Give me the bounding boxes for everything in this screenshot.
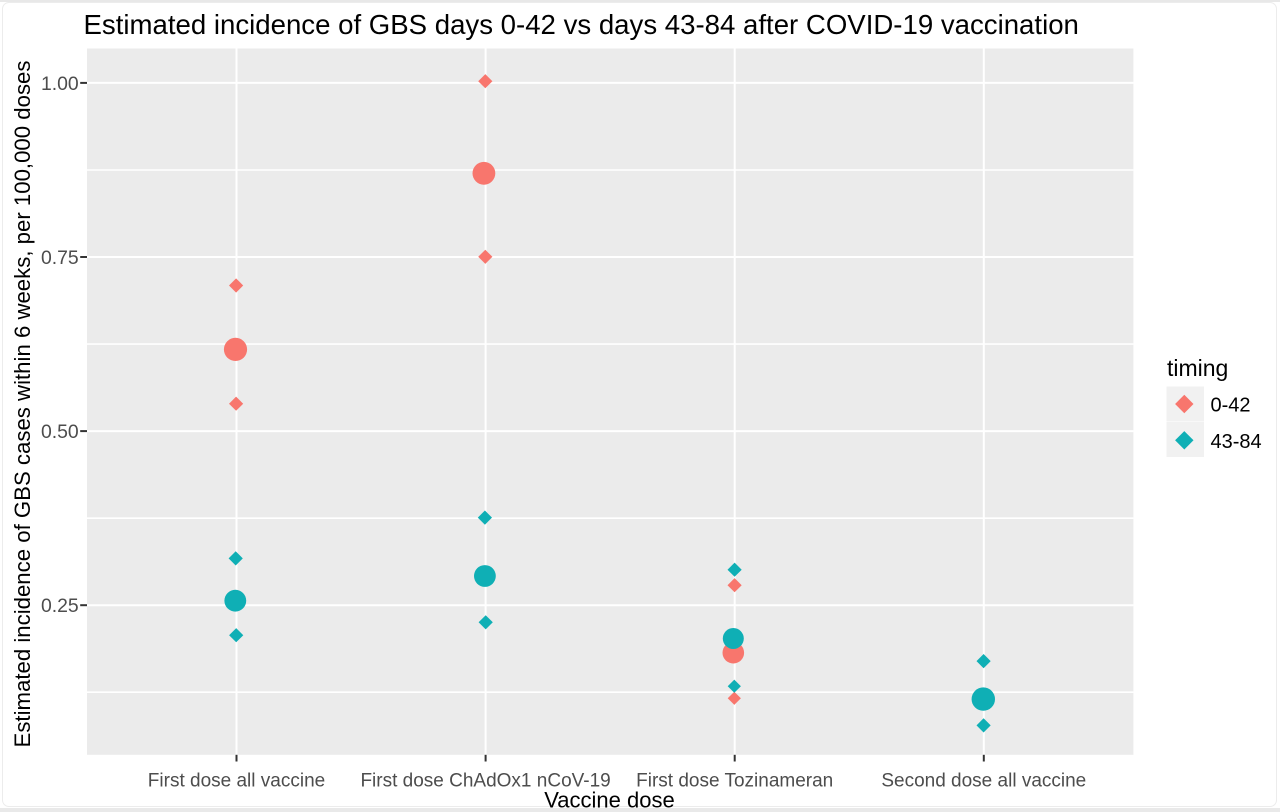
svg-text:First dose ChAdOx1 nCoV-19: First dose ChAdOx1 nCoV-19 [360,771,610,792]
svg-text:0-42: 0-42 [1211,395,1251,417]
svg-text:Estimated incidence of GBS cas: Estimated incidence of GBS cases within … [10,61,35,748]
svg-text:0.25: 0.25 [41,595,79,617]
svg-text:First dose Tozinameran: First dose Tozinameran [636,771,833,792]
svg-text:0.75: 0.75 [41,247,79,269]
svg-text:43-84: 43-84 [1211,431,1262,453]
svg-text:Second dose all vaccine: Second dose all vaccine [881,771,1086,792]
svg-text:First dose all vaccine: First dose all vaccine [148,771,325,792]
svg-text:0.50: 0.50 [41,421,79,443]
svg-text:1.00: 1.00 [41,73,79,95]
svg-text:timing: timing [1167,355,1228,381]
svg-text:Estimated incidence of GBS day: Estimated incidence of GBS days 0-42 vs … [84,9,1079,40]
